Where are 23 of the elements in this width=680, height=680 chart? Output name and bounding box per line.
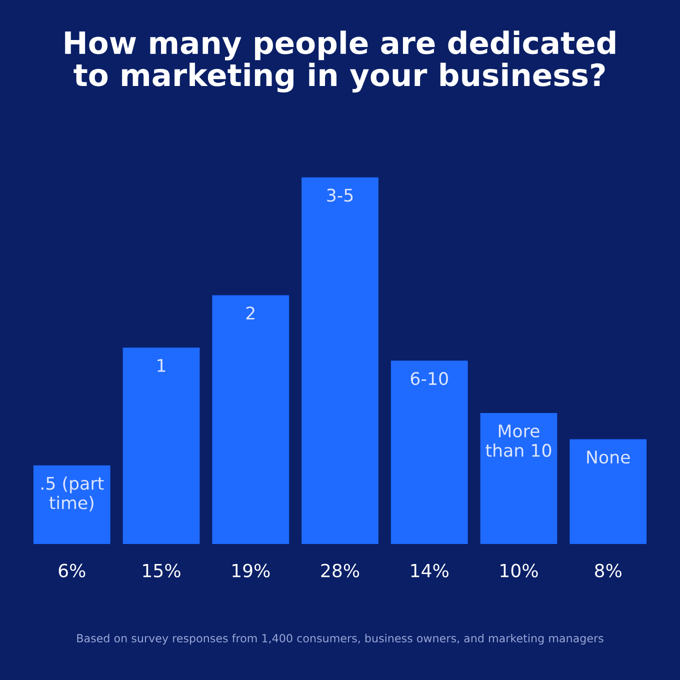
x-tick-label: None	[587, 450, 630, 464]
x-tick-label: 6-10	[410, 372, 448, 386]
bar	[212, 295, 290, 544]
data-label: 19%	[232, 564, 270, 578]
bar	[122, 348, 200, 544]
x-tick-label: .5 (part time)	[42, 476, 104, 512]
data-label: 10%	[500, 564, 538, 578]
bar	[302, 177, 378, 544]
data-label: 8%	[595, 564, 622, 578]
data-label: 28%	[321, 564, 360, 578]
data-label: 15%	[143, 564, 180, 578]
x-tick-label: 2	[246, 306, 254, 320]
x-tick-label: 1	[158, 359, 166, 372]
bar	[33, 465, 110, 544]
text: Based on survey responses from 1,400 consumers, business owners, and marketing managers	[77, 634, 604, 645]
x-tick-label: 3-5	[327, 188, 353, 202]
data-label: 14%	[411, 564, 448, 578]
data-label: 6%	[58, 564, 86, 578]
chart-title: How many people are dedicated to marketing in your business?	[65, 30, 616, 93]
bar	[390, 360, 468, 544]
x-tick-label: More than 10	[486, 424, 552, 457]
bar	[480, 413, 558, 544]
bar	[570, 439, 647, 544]
